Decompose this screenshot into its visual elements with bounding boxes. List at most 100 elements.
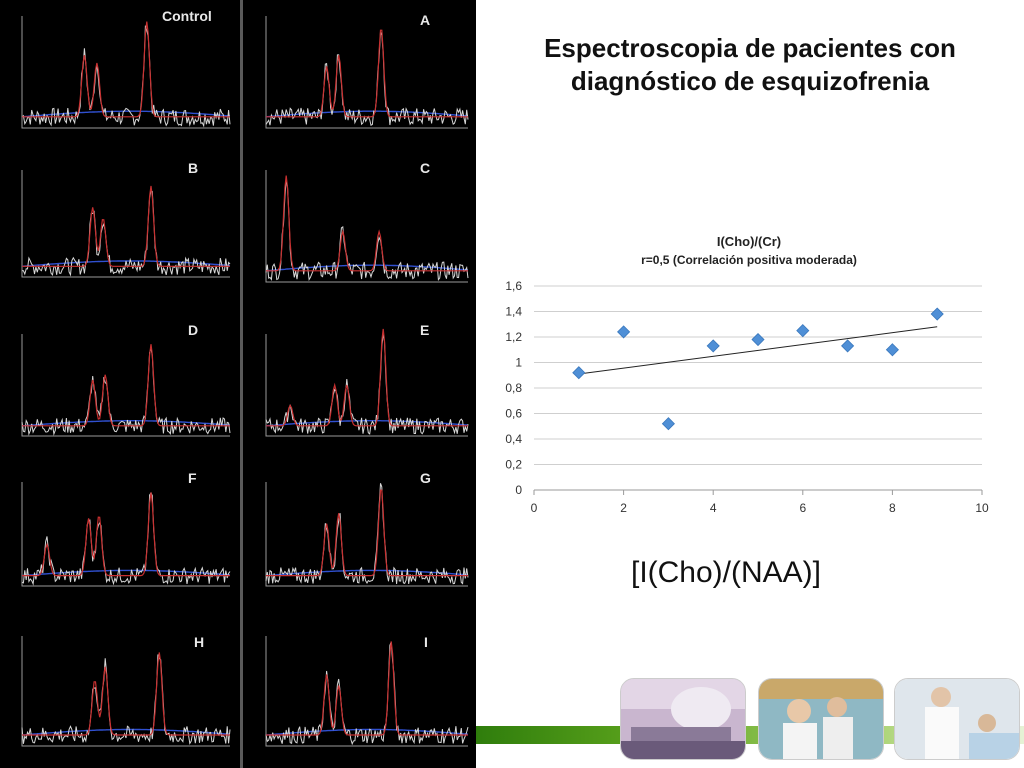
spectrum-fit-line [266, 29, 468, 118]
chart-grid [534, 285, 982, 491]
spectrum-plot [265, 636, 469, 747]
spectrum-raw-line [21, 491, 231, 586]
spectrum-c: C [244, 154, 476, 304]
y-tick-label: 1,2 [505, 330, 522, 344]
y-tick-label: 1 [515, 356, 522, 370]
spectrum-axis [21, 334, 230, 437]
spectrum-a: A [244, 0, 476, 150]
spectrum-baseline [21, 728, 231, 736]
spectrum-plot [21, 16, 231, 129]
spectrum-axis [21, 170, 230, 278]
spectrum-fit-line [266, 328, 468, 427]
photo-radiotherapy [620, 678, 746, 760]
spectrum-b: B [0, 154, 238, 299]
spectrum-baseline [265, 569, 469, 577]
spectrum-raw-line [265, 334, 469, 435]
y-tick-label: 0,8 [505, 381, 522, 395]
spectrum-plot [21, 170, 231, 278]
y-tick-label: 0 [515, 483, 522, 497]
spectrum-raw-line [265, 641, 469, 746]
chart-axes: 0 0,2 0,4 0,6 0,8 1 1,2 1,4 1,6 0 2 4 6 8 10 [505, 279, 989, 515]
spectrum-fit-line [22, 344, 230, 427]
data-point [930, 307, 944, 321]
spectra-panel: Control A B C D E F G H I [0, 0, 476, 768]
spectrum-plot [265, 328, 469, 437]
decorative-bar [476, 726, 1024, 744]
spectrum-plot [21, 482, 231, 587]
y-tick-label: 1,4 [505, 305, 522, 319]
y-tick-label: 0,4 [505, 432, 522, 446]
spectrum-fit-line [266, 489, 468, 577]
photo-doctor-patient [894, 678, 1020, 760]
data-point [617, 325, 631, 339]
spectrum-axis [21, 636, 230, 747]
spectrum-label: A [420, 12, 431, 28]
spectrum-label: F [188, 470, 197, 486]
spectrum-axis [21, 16, 230, 129]
y-tick-label: 0,6 [505, 407, 522, 421]
spectrum-f: F [0, 466, 238, 608]
ratio-caption: [I(Cho)/(NAA)] [630, 556, 822, 589]
data-point [751, 332, 765, 347]
spectrum-axis [265, 482, 468, 587]
spectrum-label: G [420, 470, 431, 486]
slide-content: Espectroscopia de pacientes con diagnóst… [476, 0, 1024, 768]
spectrum-plot [21, 334, 231, 437]
spectrum-baseline [21, 110, 231, 118]
spectrum-d: D [0, 318, 238, 458]
spectrum-axis [265, 16, 468, 129]
spectrum-plot [265, 482, 469, 587]
chart-title: I(Cho)/(Cr) [717, 234, 781, 249]
spectrum-plot [265, 16, 469, 129]
spectrum-i: I [244, 620, 476, 768]
spectrum-fit-line [22, 185, 230, 267]
spectrum-label: C [420, 160, 431, 176]
spectrum-raw-line [21, 190, 231, 277]
data-point [572, 366, 586, 380]
data-point [706, 339, 720, 353]
spectrum-g: G [244, 466, 476, 608]
spectrum-h: H [0, 620, 238, 768]
scatter-chart: I(Cho)/(Cr) r=0,5 (Correlación positiva … [505, 234, 989, 515]
spectrum-label: B [188, 160, 199, 176]
spectrum-label: I [424, 634, 428, 650]
chart-subtitle: r=0,5 (Correlación positiva moderada) [641, 253, 857, 267]
y-tick-label: 1,6 [505, 279, 522, 293]
x-tick-label: 4 [710, 501, 717, 515]
spectrum-fit-line [22, 652, 230, 736]
spectrum-axis [265, 636, 468, 747]
spectrum-raw-line [265, 483, 469, 585]
slide-title: Espectroscopia de pacientes con diagnóst… [476, 32, 1024, 98]
spectrum-fit-line [266, 175, 468, 272]
photo-lab [758, 678, 884, 760]
spectrum-raw-line [265, 31, 469, 126]
spectrum-raw-line [21, 348, 231, 436]
spectrum-raw-line [21, 654, 231, 745]
spectrum-fit-line [266, 641, 468, 736]
spectrum-axis [265, 170, 468, 283]
slide-title-line1: Espectroscopia de pacientes con [544, 33, 956, 63]
data-points [572, 307, 944, 431]
spectrum-axis [21, 482, 230, 587]
spectrum-label: H [194, 634, 205, 650]
spectrum-fit-line [22, 21, 230, 118]
spectrum-label: E [420, 322, 430, 338]
slide-title-line2: diagnóstico de esquizofrenia [570, 66, 930, 96]
spectrum-label: Control [162, 8, 212, 24]
spectrum-e: E [244, 318, 476, 458]
panel-divider [240, 0, 243, 768]
x-tick-label: 0 [531, 501, 538, 515]
y-tick-label: 0,2 [505, 458, 522, 472]
spectrum-plot [21, 636, 231, 747]
data-point [661, 417, 675, 431]
data-point [841, 339, 855, 353]
spectrum-baseline [265, 728, 469, 736]
spectrum-baseline [21, 420, 231, 427]
data-point [885, 343, 899, 357]
spectrum-plot [265, 170, 469, 283]
spectrum-baseline [21, 569, 231, 577]
x-tick-label: 2 [620, 501, 627, 515]
spectrum-label: D [188, 322, 199, 338]
data-point [796, 324, 810, 338]
x-tick-label: 6 [799, 501, 806, 515]
